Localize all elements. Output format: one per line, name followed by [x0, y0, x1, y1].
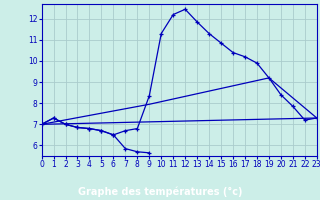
Text: Graphe des températures (°c): Graphe des températures (°c): [78, 187, 242, 197]
